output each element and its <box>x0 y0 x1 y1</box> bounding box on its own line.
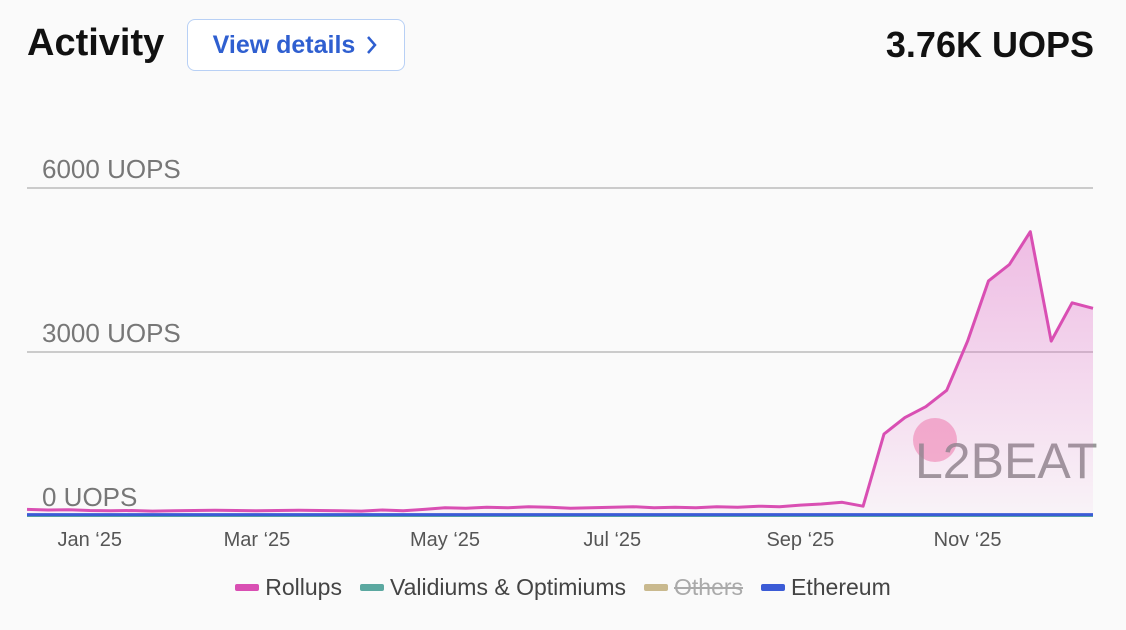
area <box>27 231 1093 516</box>
legend-item[interactable]: Validiums & Optimiums <box>359 574 626 601</box>
summary-value: 3.76K UOPS <box>885 24 1094 65</box>
line <box>26 230 1094 513</box>
legend-label[interactable]: Validiums & Optimiums <box>389 574 626 600</box>
x-tick-label: May ‘25 <box>410 529 480 551</box>
view-details-button[interactable]: View details <box>187 19 405 71</box>
title: Activity <box>27 22 165 64</box>
legend-swatch[interactable] <box>644 584 668 591</box>
x-tick-label: Sep ‘25 <box>766 529 834 551</box>
legend-item[interactable]: Ethereum <box>761 574 891 601</box>
legend-label[interactable]: Others <box>674 574 744 600</box>
button-label[interactable]: View details <box>212 30 356 59</box>
legend: Rollups Validiums & Optimiums Others Ethere… <box>0 574 1126 601</box>
x-tick-label: Nov ‘25 <box>934 529 1002 551</box>
y-tick-label: 3000 UOPS <box>42 318 181 348</box>
legend-item[interactable]: Rollups <box>235 574 342 601</box>
legend-swatch[interactable] <box>761 584 786 591</box>
legend-swatch[interactable] <box>359 584 384 591</box>
y-tick-label: 0 UOPS <box>42 482 137 512</box>
legend-swatch[interactable] <box>235 584 260 591</box>
legend-item[interactable]: Others <box>644 574 743 601</box>
x-tick-label: Mar ‘25 <box>224 529 291 551</box>
y-tick-label: 6000 UOPS <box>42 154 181 184</box>
x-tick-label: Jan ‘25 <box>57 529 122 551</box>
legend-label[interactable]: Ethereum <box>791 574 891 600</box>
legend-label[interactable]: Rollups <box>265 574 342 600</box>
chevron <box>367 36 377 54</box>
x-tick-label: Jul ‘25 <box>583 529 641 551</box>
